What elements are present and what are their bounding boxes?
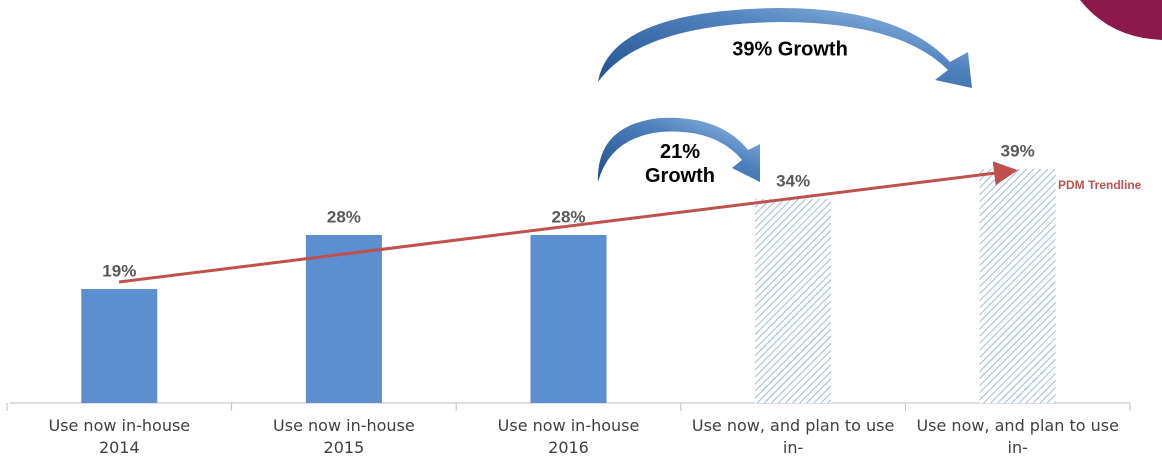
bar: [305, 235, 382, 403]
x-tick-label: Use now in-house 2016: [497, 416, 640, 457]
bar: [755, 199, 832, 403]
bar: [530, 235, 607, 403]
value-label: 28%: [327, 207, 361, 226]
annotation: 21% Growth: [645, 141, 715, 187]
x-tick-label: Use now in-house 2014: [48, 416, 191, 457]
value-label: 39%: [1001, 141, 1035, 160]
annotation: 39% Growth: [732, 38, 848, 60]
bar: [81, 289, 158, 403]
value-label: 28%: [551, 207, 585, 226]
x-tick-label: Use now, and plan to use in- house withi…: [691, 416, 895, 457]
value-label: 34%: [776, 171, 810, 190]
bar: [979, 169, 1056, 403]
trendline: [118, 161, 1018, 284]
trendline-label: PDM Trendline: [1058, 178, 1142, 192]
bars: 19% 28% 28% 34% 39%: [6, 141, 1131, 411]
growth-arrow: [597, 117, 760, 182]
logo: [1080, 0, 1162, 40]
x-tick-label: Use now, and plan to use in- house withi…: [916, 416, 1119, 457]
value-label: 19%: [102, 261, 136, 280]
growth-arrow: [598, 8, 972, 88]
x-tick-label: Use now in-house 2015: [273, 416, 415, 457]
